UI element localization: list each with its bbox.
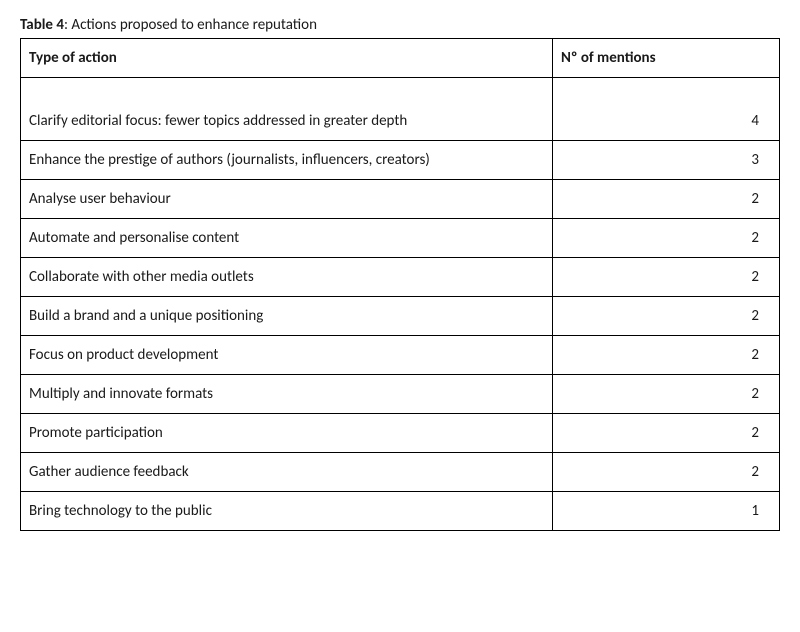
table-row: Clarify editorial focus: fewer topics ad… xyxy=(21,78,780,141)
cell-mentions: 2 xyxy=(553,180,780,219)
cell-action: Clarify editorial focus: fewer topics ad… xyxy=(21,78,553,141)
table-row: Automate and personalise content 2 xyxy=(21,219,780,258)
cell-action: Build a brand and a unique positioning xyxy=(21,297,553,336)
table-row: Gather audience feedback 2 xyxy=(21,453,780,492)
table-row: Collaborate with other media outlets 2 xyxy=(21,258,780,297)
cell-mentions: 4 xyxy=(553,78,780,141)
cell-action: Collaborate with other media outlets xyxy=(21,258,553,297)
cell-mentions: 2 xyxy=(553,414,780,453)
table-body: Clarify editorial focus: fewer topics ad… xyxy=(21,78,780,531)
cell-mentions: 2 xyxy=(553,375,780,414)
cell-action: Promote participation xyxy=(21,414,553,453)
cell-mentions: 2 xyxy=(553,336,780,375)
table-row: Multiply and innovate formats 2 xyxy=(21,375,780,414)
table-caption-text: Actions proposed to enhance reputation xyxy=(71,16,317,34)
cell-mentions: 2 xyxy=(553,258,780,297)
cell-action: Analyse user behaviour xyxy=(21,180,553,219)
table-caption-label: Table 4 xyxy=(20,16,64,34)
column-header-action: Type of action xyxy=(21,39,553,78)
actions-table: Type of action Nº of mentions Clarify ed… xyxy=(20,38,780,531)
cell-action: Automate and personalise content xyxy=(21,219,553,258)
table-row: Focus on product development 2 xyxy=(21,336,780,375)
cell-mentions: 2 xyxy=(553,297,780,336)
cell-mentions: 2 xyxy=(553,453,780,492)
table-row: Build a brand and a unique positioning 2 xyxy=(21,297,780,336)
column-header-mentions: Nº of mentions xyxy=(553,39,780,78)
table-row: Bring technology to the public 1 xyxy=(21,492,780,531)
table-header-row: Type of action Nº of mentions xyxy=(21,39,780,78)
cell-mentions: 3 xyxy=(553,141,780,180)
cell-action: Gather audience feedback xyxy=(21,453,553,492)
cell-mentions: 1 xyxy=(553,492,780,531)
table-caption: Table 4: Actions proposed to enhance rep… xyxy=(20,16,780,34)
cell-action: Bring technology to the public xyxy=(21,492,553,531)
cell-action: Focus on product development xyxy=(21,336,553,375)
table-row: Analyse user behaviour 2 xyxy=(21,180,780,219)
cell-action: Multiply and innovate formats xyxy=(21,375,553,414)
cell-mentions: 2 xyxy=(553,219,780,258)
table-row: Promote participation 2 xyxy=(21,414,780,453)
cell-action: Enhance the prestige of authors (journal… xyxy=(21,141,553,180)
table-row: Enhance the prestige of authors (journal… xyxy=(21,141,780,180)
